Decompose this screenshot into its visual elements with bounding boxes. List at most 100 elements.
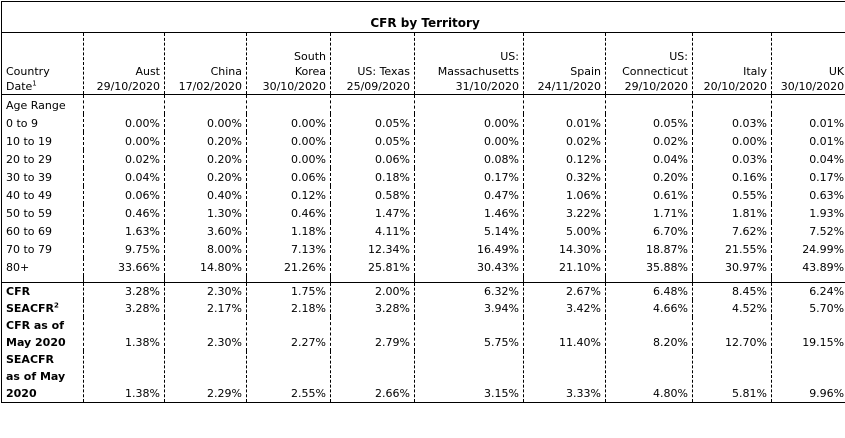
empty-cell bbox=[523, 276, 606, 283]
table-cell: 14.80% bbox=[164, 258, 247, 276]
table-cell: 16.49% bbox=[414, 240, 524, 258]
empty-cell bbox=[605, 276, 693, 283]
column-date: 25/09/2020 bbox=[346, 80, 410, 93]
table-cell: 0.55% bbox=[692, 186, 772, 204]
table-cell: 0.17% bbox=[414, 168, 524, 186]
column-country-name: Connecticut bbox=[622, 65, 688, 78]
summary-row: CFR 3.28% 2.30% 1.75% 2.00% 6.32% 2.67% 6.48% 8.… bbox=[1, 282, 845, 300]
section-spacer bbox=[1, 276, 845, 283]
table-row: 40 to 49 0.06% 0.40% 0.12% 0.58% 0.47% 1.06% 0.… bbox=[1, 186, 845, 204]
table-cell: 9.96% bbox=[770, 351, 845, 403]
table-cell: 2.66% bbox=[330, 351, 415, 403]
table-cell: 0.61% bbox=[605, 186, 693, 204]
table-cell: 0.00% bbox=[692, 132, 772, 150]
table-cell: 0.01% bbox=[770, 114, 845, 132]
table-cell: 0.06% bbox=[330, 150, 415, 168]
column-header: US: Texas 25/09/2020 bbox=[330, 32, 415, 95]
table-cell: 0.04% bbox=[770, 150, 845, 168]
table-cell: 0.03% bbox=[692, 150, 772, 168]
table-cell: 0.16% bbox=[692, 168, 772, 186]
summary-row: SEACFR2 3.28% 2.17% 2.18% 3.28% 3.94% 3.42% 4.6… bbox=[1, 300, 845, 317]
table-row: 60 to 69 1.63% 3.60% 1.18% 4.11% 5.14% 5.00% 6.… bbox=[1, 222, 845, 240]
table-cell: 0.20% bbox=[164, 132, 247, 150]
table-cell: 0.32% bbox=[523, 168, 606, 186]
empty-cell bbox=[692, 94, 772, 114]
table-cell: 1.71% bbox=[605, 204, 693, 222]
table-cell: 0.00% bbox=[414, 132, 524, 150]
table-cell: 0.05% bbox=[605, 114, 693, 132]
table-cell: 30.97% bbox=[692, 258, 772, 276]
table-cell: 8.00% bbox=[164, 240, 247, 258]
summary-label: SEACFR as of May 2020 bbox=[1, 351, 84, 403]
table-cell: 6.24% bbox=[770, 282, 845, 300]
row-label: 20 to 29 bbox=[1, 150, 84, 168]
cfr-table: CFR by Territory Country Date1 Aust 29/10… bbox=[0, 1, 845, 403]
column-country-name: US: bbox=[500, 50, 519, 63]
age-range-label: Age Range bbox=[1, 94, 84, 114]
table-cell: 0.12% bbox=[246, 186, 331, 204]
table-cell: 0.00% bbox=[164, 114, 247, 132]
table-cell: 0.12% bbox=[523, 150, 606, 168]
table-cell: 0.20% bbox=[164, 168, 247, 186]
row-label: 70 to 79 bbox=[1, 240, 84, 258]
table-cell: 0.00% bbox=[83, 114, 165, 132]
empty-cell bbox=[770, 276, 845, 283]
column-header: China 17/02/2020 bbox=[164, 32, 247, 95]
column-country-name: Italy bbox=[743, 65, 767, 78]
table-row: 50 to 59 0.46% 1.30% 0.46% 1.47% 1.46% 3.22% 1.… bbox=[1, 204, 845, 222]
footnote-1-marker: 1 bbox=[32, 79, 37, 88]
table-cell: 6.70% bbox=[605, 222, 693, 240]
empty-cell bbox=[164, 276, 247, 283]
table-cell: 2.30% bbox=[164, 317, 247, 351]
table-cell: 0.20% bbox=[164, 150, 247, 168]
table-cell: 2.79% bbox=[330, 317, 415, 351]
table-cell: 3.28% bbox=[83, 300, 165, 317]
row-label: 30 to 39 bbox=[1, 168, 84, 186]
table-cell: 0.06% bbox=[246, 168, 331, 186]
table-cell: 1.46% bbox=[414, 204, 524, 222]
table-cell: 5.81% bbox=[692, 351, 772, 403]
column-header: US: Connecticut 29/10/2020 bbox=[605, 32, 693, 95]
column-header: Italy 20/10/2020 bbox=[692, 32, 772, 95]
empty-cell bbox=[1, 276, 84, 283]
column-country-name: UK bbox=[828, 65, 845, 78]
column-header: US: Massachusetts 31/10/2020 bbox=[414, 32, 524, 95]
table-cell: 19.15% bbox=[770, 317, 845, 351]
empty-cell bbox=[246, 94, 331, 114]
table-cell: 2.27% bbox=[246, 317, 331, 351]
row-label: 40 to 49 bbox=[1, 186, 84, 204]
column-date: 30/10/2020 bbox=[262, 80, 326, 93]
table-cell: 5.70% bbox=[770, 300, 845, 317]
table-cell: 2.18% bbox=[246, 300, 331, 317]
empty-cell bbox=[414, 94, 524, 114]
empty-cell bbox=[83, 276, 165, 283]
table-cell: 0.02% bbox=[83, 150, 165, 168]
table-cell: 3.42% bbox=[523, 300, 606, 317]
table-cell: 2.55% bbox=[246, 351, 331, 403]
table-cell: 1.63% bbox=[83, 222, 165, 240]
column-country-name: Spain bbox=[570, 65, 601, 78]
table-cell: 0.04% bbox=[605, 150, 693, 168]
table-cell: 21.26% bbox=[246, 258, 331, 276]
table-cell: 35.88% bbox=[605, 258, 693, 276]
empty-cell bbox=[414, 276, 524, 283]
table-row: 30 to 39 0.04% 0.20% 0.06% 0.18% 0.17% 0.32% 0.… bbox=[1, 168, 845, 186]
table-cell: 30.43% bbox=[414, 258, 524, 276]
column-header: UK 30/10/2020 bbox=[770, 32, 845, 95]
table-cell: 8.45% bbox=[692, 282, 772, 300]
table-cell: 0.05% bbox=[330, 114, 415, 132]
summary-label-line: May 2020 bbox=[6, 336, 66, 349]
table-cell: 0.58% bbox=[330, 186, 415, 204]
table-cell: 4.80% bbox=[605, 351, 693, 403]
table-cell: 3.33% bbox=[523, 351, 606, 403]
table-cell: 0.00% bbox=[246, 114, 331, 132]
summary-label-line: 2020 bbox=[6, 387, 37, 400]
empty-cell bbox=[164, 94, 247, 114]
table-cell: 2.00% bbox=[330, 282, 415, 300]
table-cell: 4.11% bbox=[330, 222, 415, 240]
empty-cell bbox=[605, 94, 693, 114]
table-cell: 1.30% bbox=[164, 204, 247, 222]
column-country-name: Korea bbox=[294, 65, 326, 78]
table-cell: 7.13% bbox=[246, 240, 331, 258]
row-label-header: Country Date1 bbox=[1, 32, 84, 95]
